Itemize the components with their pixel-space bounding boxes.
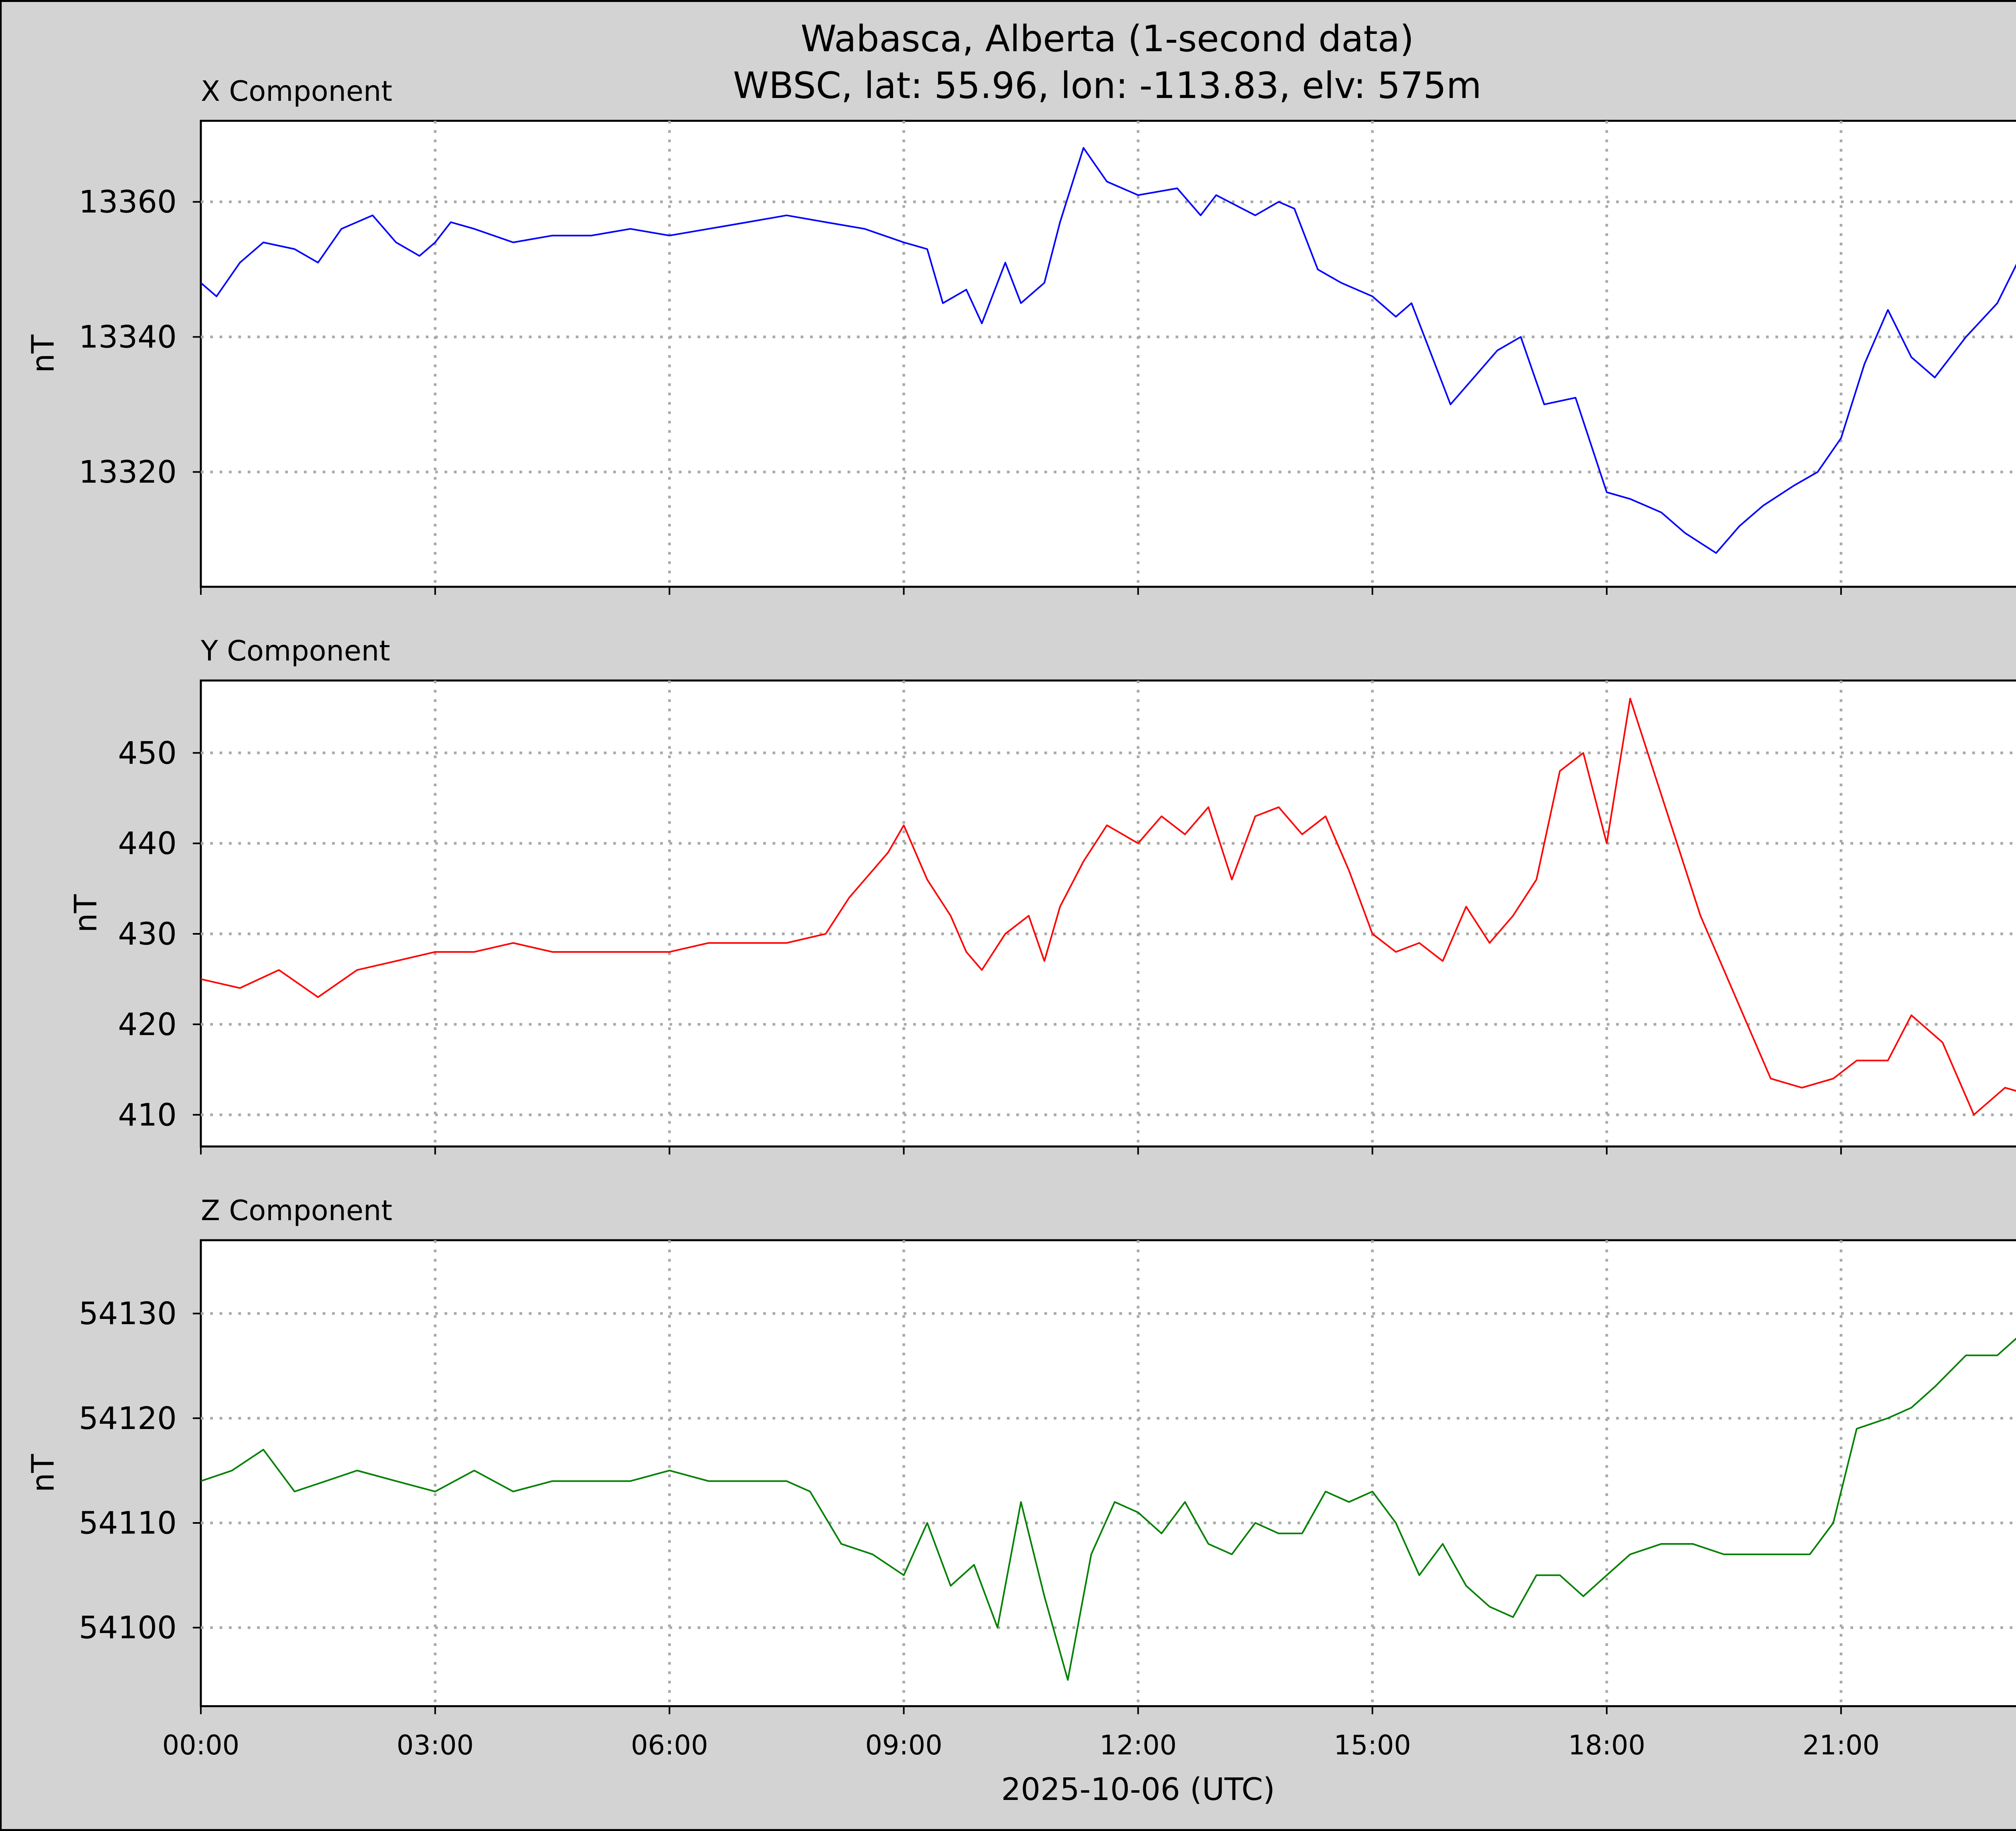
y-tick-label: 440: [118, 826, 177, 862]
plot-area-x: [200, 120, 2016, 588]
gridlines-y: [201, 680, 2016, 1147]
x-tick-label: 06:00: [631, 1729, 708, 1761]
panel-x-component: X Component nT 13320 13340 13360: [25, 75, 2016, 595]
y-tick-label: 430: [118, 917, 177, 952]
y-tick-label: 13320: [79, 454, 177, 490]
x-axis-label: 2025-10-06 (UTC): [1001, 1772, 1275, 1808]
y-ticks-x: 13320 13340 13360: [79, 184, 201, 490]
x-tick-label: 00:00: [162, 1729, 239, 1761]
x-tick-label: 09:00: [865, 1729, 942, 1761]
series-line-x: [200, 147, 2016, 554]
y-tick-label: 54100: [79, 1610, 177, 1646]
gridlines-z: [201, 1240, 2016, 1706]
series-line-z: [200, 1337, 2016, 1681]
x-tick-label: 12:00: [1100, 1729, 1177, 1761]
ylabel-z: nT: [25, 1454, 61, 1492]
ylabel-x: nT: [25, 335, 61, 373]
y-tick-label: 54120: [79, 1401, 177, 1437]
figure-title-line2: WBSC, lat: 55.96, lon: -113.83, elv: 575…: [733, 65, 1481, 107]
x-ticks-y: [200, 1146, 1842, 1155]
plot-area-z: [200, 1239, 2016, 1707]
gridlines-x: [201, 121, 2016, 587]
x-tick-label: 21:00: [1802, 1729, 1879, 1761]
y-tick-label: 420: [118, 1007, 177, 1043]
y-tick-label: 13360: [79, 184, 177, 220]
x-ticks-x: [200, 587, 1842, 595]
y-ticks-z: 54100 54110 54120 54130: [79, 1296, 201, 1646]
plot-area-y: [200, 679, 2016, 1148]
figure-title-line1: Wabasca, Alberta (1-second data): [801, 18, 1414, 60]
series-line-y: [200, 698, 2016, 1116]
panel-z-component: Z Component nT 54100 54110 54120 54130 00:0…: [25, 1194, 2016, 1761]
y-tick-label: 13340: [79, 319, 177, 355]
y-ticks-y: 410 420 430 440 450: [118, 735, 201, 1133]
panel-title-y: Y Component: [200, 635, 390, 667]
panel-title-z: Z Component: [201, 1194, 392, 1227]
y-tick-label: 54110: [79, 1506, 177, 1541]
panel-y-component: Y Component nT 410 420 430 440 450: [68, 635, 2016, 1155]
x-ticks-z: 00:00 03:00 06:00 09:00 12:00 15:00 18:00 21:00: [162, 1706, 1880, 1761]
ylabel-y: nT: [68, 894, 104, 933]
x-tick-label: 18:00: [1568, 1729, 1645, 1761]
y-tick-label: 450: [118, 735, 177, 771]
y-tick-label: 410: [118, 1097, 177, 1133]
x-tick-label: 03:00: [397, 1729, 474, 1761]
x-tick-label: 15:00: [1334, 1729, 1411, 1761]
panel-title-x: X Component: [201, 75, 392, 108]
y-tick-label: 54130: [79, 1296, 177, 1332]
